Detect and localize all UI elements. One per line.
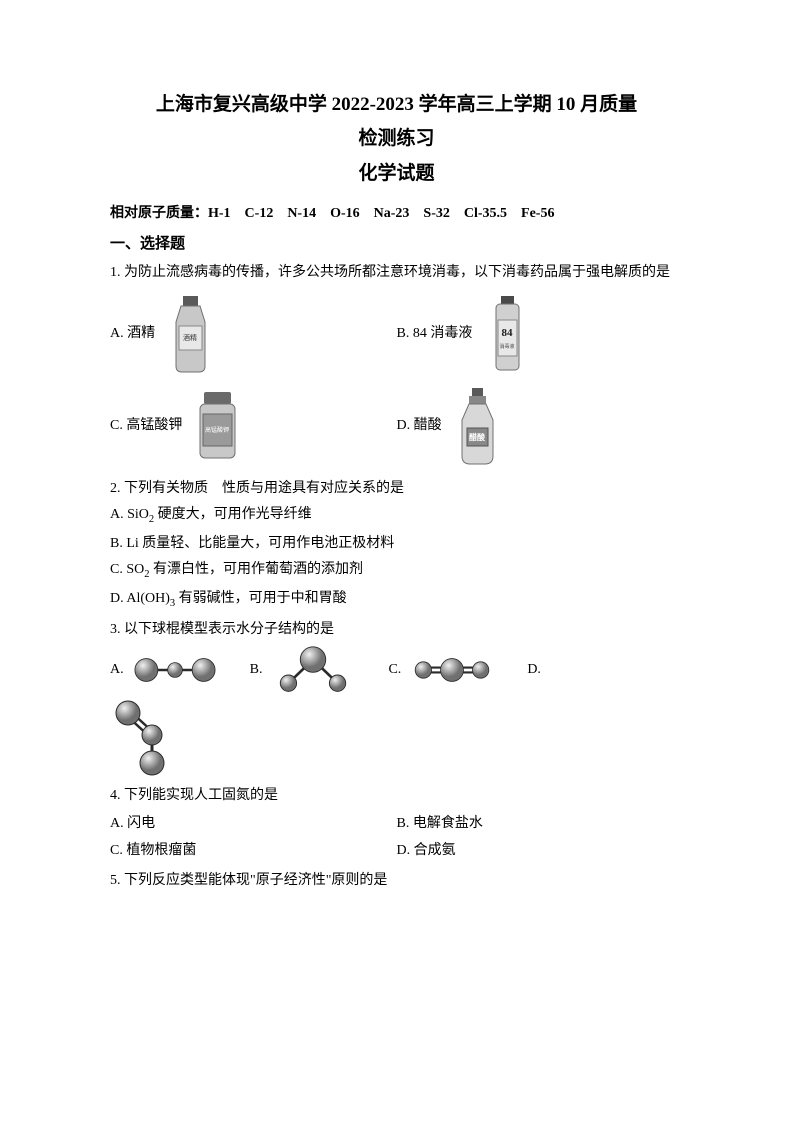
- q2-opt-b: B. Li 质量轻、比能量大，可用作电池正极材料: [110, 533, 683, 555]
- q3-opt-d-figure: [110, 699, 180, 779]
- q1-opt-d-label: D. 醋酸: [397, 415, 442, 437]
- q3-a-label: A.: [110, 659, 124, 681]
- q2-opt-c: C. SO2 有漂白性，可用作葡萄酒的添加剂: [110, 559, 683, 584]
- title-line-1: 上海市复兴高级中学 2022-2023 学年高三上学期 10 月质量: [110, 90, 683, 120]
- q1-opt-a-label: A. 酒精: [110, 323, 155, 345]
- atomic-mass-line: 相对原子质量：H-1 C-12 N-14 O-16 Na-23 S-32 Cl-…: [110, 203, 683, 225]
- molecule-icon-linear-c: [407, 645, 497, 695]
- q4-options: A. 闪电 B. 电解食盐水 C. 植物根瘤菌 D. 合成氨: [110, 811, 683, 864]
- q2-options: A. SiO2 硬度大，可用作光导纤维 B. Li 质量轻、比能量大，可用作电池…: [110, 504, 683, 612]
- q2-text: 2. 下列有关物质 性质与用途具有对应关系的是: [110, 478, 683, 500]
- section-1-heading: 一、选择题: [110, 232, 683, 256]
- svg-text:消毒液: 消毒液: [500, 343, 515, 350]
- q3-b-label: B.: [250, 659, 263, 681]
- q1-opt-c: C. 高锰酸钾 高锰酸钾: [110, 380, 397, 472]
- q2-opt-d: D. Al(OH)3 有弱碱性，可用于中和胃酸: [110, 588, 683, 613]
- svg-text:84: 84: [502, 327, 514, 339]
- molecule-icon-linear-a: [130, 645, 220, 695]
- q3-opt-c: C.: [388, 645, 497, 695]
- molecule-icon-bent-b: [268, 645, 358, 695]
- q2-c-post: 有漂白性，可用作葡萄酒的添加剂: [149, 562, 363, 577]
- q1-text: 1. 为防止流感病毒的传播，许多公共场所都注意环境消毒，以下消毒药品属于强电解质…: [110, 262, 683, 284]
- svg-text:高锰酸钾: 高锰酸钾: [205, 426, 229, 434]
- q2-opt-a: A. SiO2 硬度大，可用作光导纤维: [110, 504, 683, 529]
- q3-opt-b: B.: [250, 645, 359, 695]
- molecule-icon-bent-d: [110, 699, 180, 779]
- q4-opt-a: A. 闪电: [110, 811, 397, 837]
- q1-opt-a: A. 酒精 酒精: [110, 288, 397, 380]
- title-line-2: 检测练习: [110, 124, 683, 154]
- q3-options-row2: [110, 699, 683, 779]
- q4-text: 4. 下列能实现人工固氮的是: [110, 785, 683, 807]
- q4-opt-b: B. 电解食盐水: [397, 811, 684, 837]
- q3-c-label: C.: [388, 659, 401, 681]
- q2-d-post: 有弱碱性，可用于中和胃酸: [175, 591, 347, 606]
- bottle-icon-84: 84 消毒液: [480, 294, 535, 374]
- q3-text: 3. 以下球棍模型表示水分子结构的是: [110, 619, 683, 641]
- q3-opt-d: D.: [527, 659, 541, 681]
- q3-options-row1: A. B. C.: [110, 645, 683, 695]
- q2-a-pre: A. SiO: [110, 507, 149, 522]
- title-line-3: 化学试题: [110, 159, 683, 189]
- q4-opt-c: C. 植物根瘤菌: [110, 838, 397, 864]
- q1-opt-b: B. 84 消毒液 84 消毒液: [397, 288, 684, 380]
- svg-text:酒精: 酒精: [183, 333, 197, 342]
- bottle-icon-vinegar: 醋酸: [450, 386, 505, 466]
- bottle-icon-kmno4: 高锰酸钾: [190, 386, 245, 466]
- q1-opt-c-label: C. 高锰酸钾: [110, 415, 182, 437]
- q4-opt-d: D. 合成氨: [397, 838, 684, 864]
- q1-options: A. 酒精 酒精 B. 84 消毒液 84 消毒液 C. 高锰酸钾 高锰酸钾 D…: [110, 288, 683, 472]
- q2-c-pre: C. SO: [110, 562, 144, 577]
- q3-opt-a: A.: [110, 645, 220, 695]
- q1-opt-d: D. 醋酸 醋酸: [397, 380, 684, 472]
- q2-a-post: 硬度大，可用作光导纤维: [154, 507, 312, 522]
- q1-opt-b-label: B. 84 消毒液: [397, 323, 473, 345]
- q5-text: 5. 下列反应类型能体现"原子经济性"原则的是: [110, 870, 683, 892]
- bottle-icon-alcohol: 酒精: [163, 294, 218, 374]
- svg-text:醋酸: 醋酸: [469, 432, 486, 442]
- q3-d-label: D.: [527, 659, 541, 681]
- q2-d-pre: D. Al(OH): [110, 591, 170, 606]
